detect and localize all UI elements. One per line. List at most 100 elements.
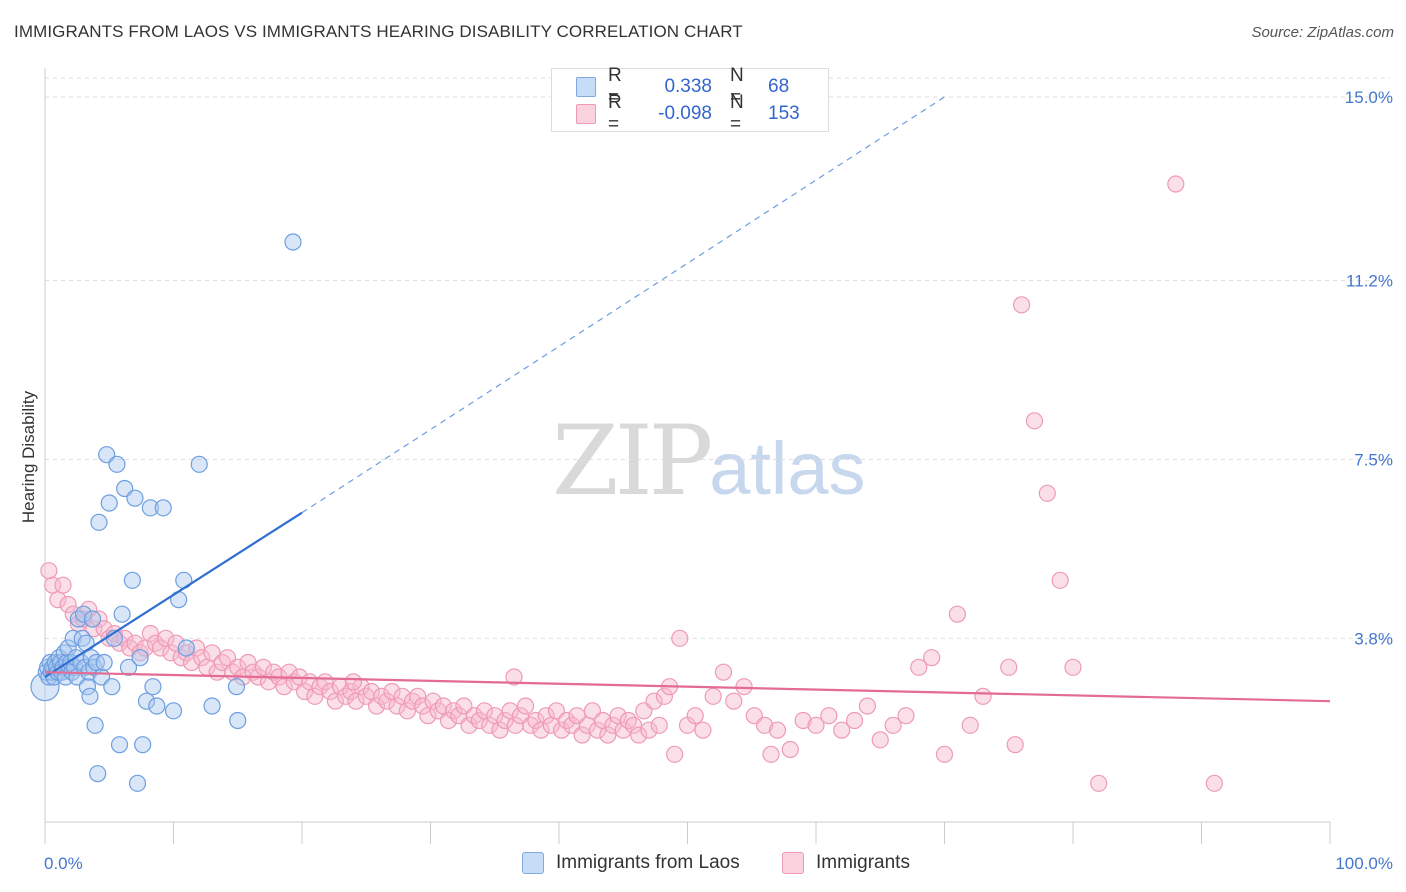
point-immigrants bbox=[897, 707, 915, 725]
point-laos bbox=[203, 697, 221, 715]
point-immigrants bbox=[573, 726, 591, 744]
point-immigrants bbox=[619, 711, 637, 730]
x-tick-label: 100.0% bbox=[1335, 854, 1393, 873]
point-immigrants bbox=[481, 716, 499, 734]
point-immigrants bbox=[1006, 736, 1024, 754]
stats-row-immigrants: R = -0.098 N = 153 bbox=[576, 92, 800, 135]
point-immigrants bbox=[762, 745, 780, 763]
point-immigrants bbox=[409, 687, 427, 705]
point-laos bbox=[128, 774, 147, 792]
point-laos bbox=[100, 494, 118, 512]
point-immigrants bbox=[858, 697, 877, 715]
point-laos bbox=[148, 697, 166, 715]
point-laos bbox=[95, 653, 113, 672]
r-value: 0.338 bbox=[664, 76, 712, 97]
point-immigrants bbox=[624, 716, 643, 734]
point-immigrants bbox=[845, 711, 864, 730]
point-immigrants bbox=[367, 697, 386, 715]
trend-line-laos-extension bbox=[301, 96, 945, 514]
n-value: 68 bbox=[768, 76, 790, 97]
point-immigrants bbox=[725, 692, 743, 710]
tick-labels: 3.8% 7.5% 11.2% 15.0% 0.0% 100.0% bbox=[44, 88, 1393, 873]
r-label: R = bbox=[608, 65, 622, 108]
point-immigrants bbox=[655, 687, 673, 705]
legend-swatch-laos bbox=[522, 852, 544, 874]
point-immigrants bbox=[373, 687, 391, 705]
point-laos bbox=[119, 658, 138, 676]
point-immigrants bbox=[871, 731, 889, 749]
point-immigrants bbox=[414, 697, 432, 715]
point-laos bbox=[77, 634, 95, 652]
point-laos bbox=[86, 716, 104, 734]
point-immigrants bbox=[239, 653, 257, 672]
point-laos bbox=[229, 711, 247, 730]
point-laos bbox=[227, 678, 246, 696]
point-immigrants bbox=[961, 716, 979, 734]
point-immigrants bbox=[1000, 658, 1018, 676]
n-label: N = bbox=[730, 65, 744, 108]
point-immigrants bbox=[522, 716, 540, 734]
legend-item-laos: Immigrants from Laos bbox=[522, 852, 740, 874]
point-immigrants bbox=[768, 721, 787, 739]
point-immigrants bbox=[1205, 774, 1223, 792]
point-immigrants bbox=[491, 721, 509, 739]
point-immigrants bbox=[645, 692, 663, 710]
point-immigrants bbox=[1167, 175, 1185, 193]
axes bbox=[44, 68, 1331, 844]
watermark: ZIPatlas bbox=[552, 405, 866, 517]
point-immigrants bbox=[131, 644, 149, 662]
point-immigrants bbox=[537, 707, 555, 725]
point-laos bbox=[141, 499, 159, 517]
point-immigrants bbox=[807, 716, 825, 734]
point-immigrants bbox=[735, 678, 753, 696]
n-label: N = bbox=[730, 92, 744, 135]
trend-lines bbox=[44, 96, 1331, 703]
point-laos bbox=[131, 649, 149, 667]
point-laos bbox=[69, 610, 88, 628]
point-immigrants bbox=[1064, 658, 1082, 676]
r-label: R = bbox=[608, 92, 622, 135]
y-tick-label: 15.0% bbox=[1345, 88, 1393, 107]
point-laos bbox=[144, 678, 162, 696]
point-laos bbox=[74, 605, 93, 623]
point-immigrants bbox=[516, 697, 535, 715]
point-immigrants bbox=[403, 692, 422, 710]
point-immigrants bbox=[1051, 571, 1069, 589]
point-immigrants bbox=[755, 716, 774, 734]
point-immigrants bbox=[193, 649, 211, 667]
point-immigrants bbox=[1012, 296, 1031, 314]
point-immigrants bbox=[599, 726, 617, 744]
point-immigrants bbox=[923, 649, 941, 667]
y-axis-label: Hearing Disability bbox=[19, 390, 38, 523]
point-immigrants bbox=[714, 663, 733, 681]
point-immigrants bbox=[439, 711, 458, 730]
series-laos-points bbox=[30, 233, 302, 792]
point-immigrants bbox=[558, 711, 576, 730]
point-immigrants bbox=[1025, 412, 1044, 430]
point-immigrants bbox=[306, 687, 324, 705]
point-immigrants bbox=[704, 687, 722, 705]
point-immigrants bbox=[378, 692, 396, 710]
series-legend: Immigrants from Laos Immigrants bbox=[0, 852, 1406, 878]
point-immigrants bbox=[445, 702, 463, 720]
point-immigrants bbox=[650, 716, 668, 734]
point-laos bbox=[103, 678, 121, 696]
point-immigrants bbox=[59, 595, 77, 614]
legend-item-immigrants: Immigrants bbox=[782, 852, 910, 874]
legend-label-laos: Immigrants from Laos bbox=[556, 852, 740, 873]
point-laos bbox=[164, 702, 183, 720]
point-immigrants bbox=[884, 716, 902, 734]
point-immigrants bbox=[424, 692, 442, 710]
point-laos bbox=[190, 455, 208, 473]
point-immigrants bbox=[54, 576, 72, 594]
point-immigrants bbox=[614, 721, 632, 739]
point-laos bbox=[81, 687, 99, 705]
stats-row-laos: R = 0.338 N = 68 bbox=[576, 65, 790, 108]
point-immigrants bbox=[666, 745, 684, 763]
point-laos bbox=[83, 610, 102, 628]
legend-label-immigrants: Immigrants bbox=[816, 852, 910, 873]
point-immigrants bbox=[146, 634, 165, 652]
y-tick-label: 11.2% bbox=[1346, 272, 1393, 291]
point-laos bbox=[284, 233, 302, 251]
